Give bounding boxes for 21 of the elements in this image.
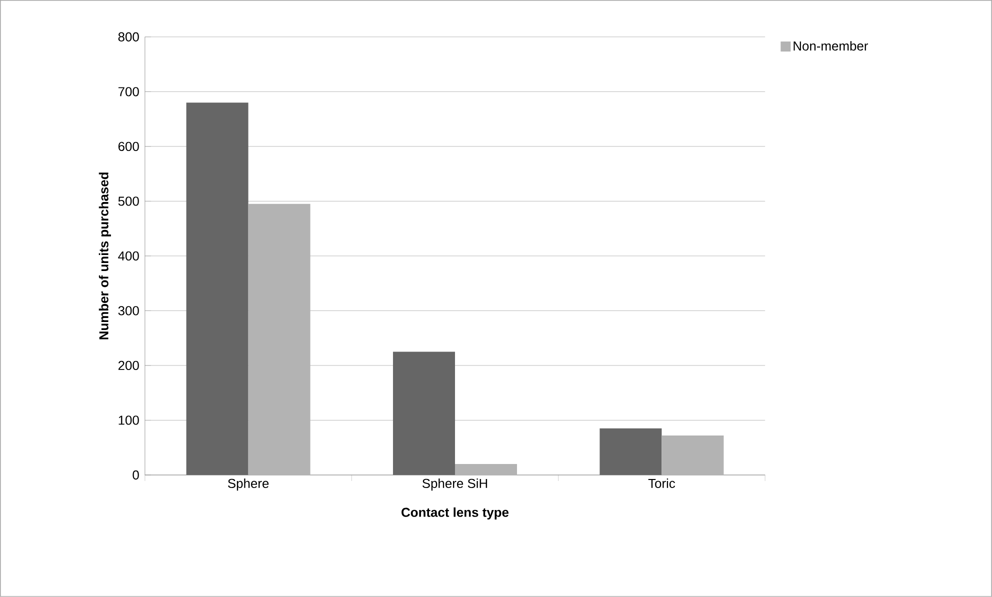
- y-tick-label: 400: [118, 251, 139, 261]
- legend-label: Non-member: [794, 41, 868, 51]
- y-tick-label: 600: [118, 142, 139, 152]
- bar: [600, 428, 662, 476]
- y-tick-label: 700: [118, 87, 139, 96]
- bar: [662, 436, 724, 476]
- y-tick-label: 100: [118, 416, 139, 425]
- bar: [392, 352, 455, 476]
- bar: [186, 102, 248, 476]
- bar: [248, 204, 310, 476]
- y-axis-title: Number of units purchased: [98, 172, 111, 340]
- y-tick-label: 0: [132, 470, 139, 480]
- bar: [455, 464, 518, 476]
- y-tick-label: 500: [118, 196, 139, 206]
- x-tick-label: Toric: [648, 478, 676, 488]
- y-tick-label: 300: [118, 306, 139, 316]
- y-tick-label: 200: [118, 360, 139, 370]
- x-tick-label: Sphere SiH: [422, 478, 488, 491]
- x-axis-title: Contact lens type: [402, 507, 509, 520]
- y-tick-label: 800: [118, 32, 139, 42]
- x-tick-label: Sphere: [228, 478, 269, 491]
